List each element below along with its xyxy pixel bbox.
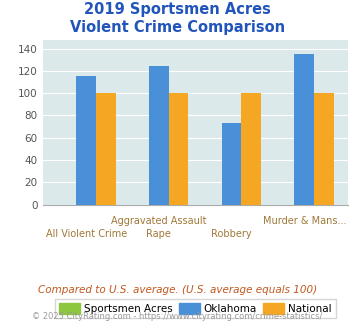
Bar	[241, 93, 261, 205]
Text: © 2025 CityRating.com - https://www.cityrating.com/crime-statistics/: © 2025 CityRating.com - https://www.city…	[32, 312, 323, 321]
Text: 2019 Sportsmen Acres: 2019 Sportsmen Acres	[84, 2, 271, 16]
Text: All Violent Crime: All Violent Crime	[45, 229, 127, 239]
Text: Robbery: Robbery	[211, 229, 252, 239]
Bar	[149, 66, 169, 205]
Bar	[96, 93, 116, 205]
Bar	[294, 54, 314, 205]
Bar	[314, 93, 334, 205]
Text: Rape: Rape	[147, 229, 171, 239]
Text: Murder & Mans...: Murder & Mans...	[263, 216, 346, 226]
Bar	[222, 123, 241, 205]
Legend: Sportsmen Acres, Oklahoma, National: Sportsmen Acres, Oklahoma, National	[55, 299, 336, 318]
Bar	[76, 76, 96, 205]
Text: Compared to U.S. average. (U.S. average equals 100): Compared to U.S. average. (U.S. average …	[38, 285, 317, 295]
Bar	[169, 93, 189, 205]
Text: Aggravated Assault: Aggravated Assault	[111, 216, 207, 226]
Text: Violent Crime Comparison: Violent Crime Comparison	[70, 20, 285, 35]
